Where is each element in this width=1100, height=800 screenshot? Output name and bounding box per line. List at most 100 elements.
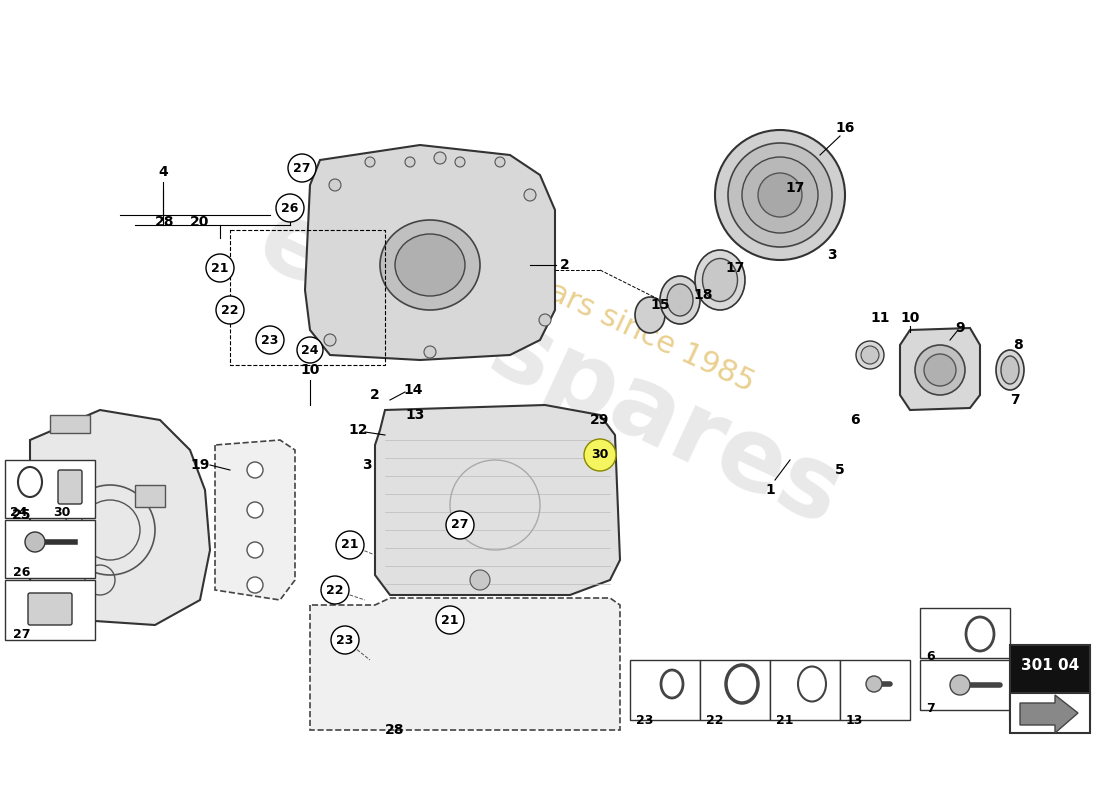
Circle shape — [436, 606, 464, 634]
Text: 6: 6 — [850, 413, 860, 427]
Text: 23: 23 — [337, 634, 354, 646]
Text: 21: 21 — [341, 538, 359, 551]
Text: 20: 20 — [190, 215, 210, 229]
Text: 26: 26 — [13, 566, 31, 579]
Ellipse shape — [395, 234, 465, 296]
Polygon shape — [1020, 695, 1078, 733]
Text: 11: 11 — [870, 311, 890, 325]
Text: 7: 7 — [1010, 393, 1020, 407]
Text: 10: 10 — [300, 363, 320, 377]
Text: 27: 27 — [13, 628, 31, 641]
FancyBboxPatch shape — [28, 593, 72, 625]
Text: 24: 24 — [10, 506, 28, 519]
Text: 17: 17 — [785, 181, 805, 195]
Circle shape — [495, 157, 505, 167]
Text: a passion for cars since 1985: a passion for cars since 1985 — [341, 182, 759, 398]
Text: 28: 28 — [155, 215, 175, 229]
Text: 15: 15 — [650, 298, 670, 312]
Bar — [770, 660, 840, 720]
Polygon shape — [900, 328, 980, 410]
Text: 3: 3 — [827, 248, 837, 262]
Text: 22: 22 — [706, 714, 724, 727]
Ellipse shape — [703, 258, 737, 302]
Text: 23: 23 — [636, 714, 653, 727]
Circle shape — [297, 337, 323, 363]
Circle shape — [446, 511, 474, 539]
Text: 2: 2 — [370, 388, 379, 402]
Text: 25: 25 — [12, 508, 32, 522]
Ellipse shape — [1001, 356, 1019, 384]
Polygon shape — [214, 440, 295, 600]
Bar — [50, 415, 90, 433]
Text: 12: 12 — [349, 423, 367, 437]
Circle shape — [248, 502, 263, 518]
Polygon shape — [375, 405, 620, 595]
Bar — [6, 580, 95, 640]
Circle shape — [742, 157, 818, 233]
Circle shape — [715, 130, 845, 260]
Text: 9: 9 — [955, 321, 965, 335]
Bar — [630, 660, 700, 720]
Circle shape — [424, 346, 436, 358]
Circle shape — [405, 157, 415, 167]
Text: 7: 7 — [926, 702, 935, 715]
Circle shape — [336, 531, 364, 559]
Text: 26: 26 — [282, 202, 299, 214]
Text: 10: 10 — [900, 311, 920, 325]
Circle shape — [758, 173, 802, 217]
Text: 29: 29 — [591, 413, 609, 427]
Ellipse shape — [635, 297, 666, 333]
Circle shape — [324, 334, 336, 346]
Circle shape — [915, 345, 965, 395]
Ellipse shape — [996, 350, 1024, 390]
Text: 23: 23 — [262, 334, 278, 346]
Text: 22: 22 — [327, 583, 343, 597]
Bar — [920, 608, 1010, 658]
FancyBboxPatch shape — [58, 470, 82, 504]
Circle shape — [256, 326, 284, 354]
Text: 30: 30 — [592, 449, 608, 462]
Text: 301 04: 301 04 — [1021, 658, 1079, 673]
Text: 3: 3 — [362, 458, 372, 472]
Text: 19: 19 — [190, 458, 210, 472]
Text: 17: 17 — [725, 261, 745, 275]
Circle shape — [288, 154, 316, 182]
Text: eurospares: eurospares — [243, 193, 857, 547]
Circle shape — [924, 354, 956, 386]
Text: 2: 2 — [560, 258, 570, 272]
Text: 8: 8 — [1013, 338, 1023, 352]
Circle shape — [524, 189, 536, 201]
Text: 30: 30 — [53, 506, 70, 519]
Circle shape — [365, 157, 375, 167]
Circle shape — [470, 570, 490, 590]
Text: 27: 27 — [451, 518, 469, 531]
Bar — [6, 520, 95, 578]
Text: 21: 21 — [441, 614, 459, 626]
Circle shape — [276, 194, 304, 222]
Text: 28: 28 — [385, 723, 405, 737]
Text: 5: 5 — [835, 463, 845, 477]
Polygon shape — [30, 410, 210, 625]
Circle shape — [331, 626, 359, 654]
Circle shape — [25, 532, 45, 552]
Bar — [1010, 645, 1090, 720]
Text: 24: 24 — [301, 343, 319, 357]
Text: 16: 16 — [835, 121, 855, 135]
Circle shape — [861, 346, 879, 364]
Circle shape — [329, 179, 341, 191]
Ellipse shape — [667, 284, 693, 316]
Circle shape — [248, 462, 263, 478]
Bar — [6, 460, 95, 518]
Circle shape — [950, 675, 970, 695]
Bar — [840, 660, 910, 720]
Bar — [230, 230, 385, 365]
Text: 6: 6 — [926, 650, 935, 663]
Text: 14: 14 — [404, 383, 422, 397]
Bar — [135, 485, 165, 507]
Text: 13: 13 — [846, 714, 864, 727]
Text: 21: 21 — [776, 714, 793, 727]
Circle shape — [248, 577, 263, 593]
Circle shape — [584, 439, 616, 471]
Ellipse shape — [660, 276, 700, 324]
Circle shape — [321, 576, 349, 604]
